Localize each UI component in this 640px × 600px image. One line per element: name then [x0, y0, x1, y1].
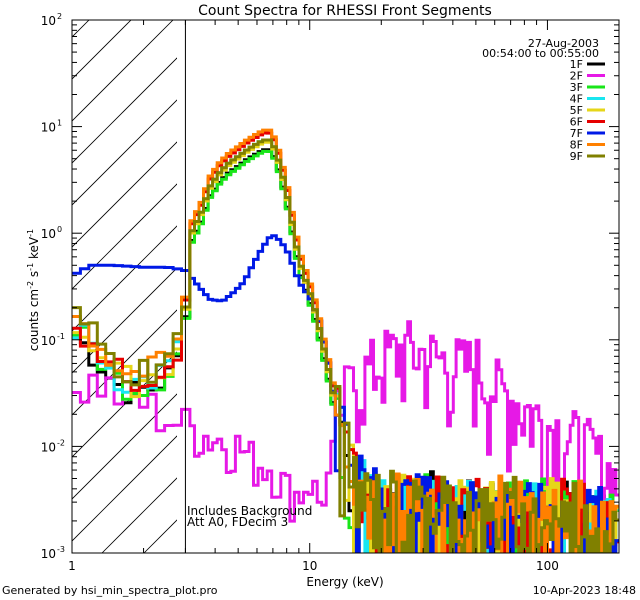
legend-label-1F: 1F	[570, 58, 583, 71]
timestamp-footer: 10-Apr-2023 18:48	[532, 584, 636, 597]
plot-frame	[71, 19, 620, 554]
generated-by-footer: Generated by hsi_min_spectra_plot.pro	[2, 584, 218, 597]
hatch-line	[72, 57, 177, 164]
y-tick-label: 10	[41, 227, 56, 241]
x-tick-label: 100	[536, 559, 559, 573]
y-tick-label: 10	[41, 121, 56, 135]
x-tick-label: 10	[302, 559, 317, 573]
y-tick-exponent: -2	[57, 438, 65, 447]
x-axis-label: Energy (keV)	[306, 575, 383, 589]
hatched-region	[72, 20, 177, 553]
legend-label-4F: 4F	[570, 93, 583, 106]
time-range-label: 00:54:00 to 00:55:00	[482, 47, 599, 60]
y-tick-exponent: 0	[57, 225, 62, 234]
y-axis-label: counts cm-2 s-1 keV-1	[26, 229, 41, 351]
legend-label-9F: 9F	[570, 150, 583, 163]
y-tick-exponent: 2	[57, 12, 62, 21]
y-tick-label: 10	[41, 14, 56, 28]
hatch-line	[72, 435, 177, 542]
series-line-2F	[72, 320, 619, 553]
hatch-line	[72, 20, 90, 38]
y-tick-label: 10	[41, 440, 56, 454]
hatch-line	[72, 267, 177, 374]
x-tick-label: 1	[68, 559, 76, 573]
legend-label-6F: 6F	[570, 116, 583, 129]
hatch-line	[72, 183, 177, 290]
y-tick-exponent: -1	[57, 332, 65, 341]
legend-label-3F: 3F	[570, 81, 583, 94]
hatch-line	[72, 225, 177, 332]
date-label: 27-Aug-2003	[528, 37, 599, 50]
hatch-line	[72, 393, 177, 500]
legend-label-5F: 5F	[570, 104, 583, 117]
y-tick-label: 10	[41, 547, 56, 561]
series-line-9F	[72, 138, 619, 553]
annotation-attenuator: Att A0, FDecim 3	[187, 515, 288, 529]
legend-label-2F: 2F	[570, 70, 583, 83]
hatch-line	[72, 20, 174, 122]
legend-label-7F: 7F	[570, 127, 583, 140]
hatch-line	[72, 20, 132, 80]
y-tick-exponent: -3	[57, 545, 65, 554]
annotation-background: Includes Background	[187, 504, 312, 518]
chart-title: Count Spectra for RHESSI Front Segments	[198, 3, 492, 19]
y-tick-exponent: 1	[57, 119, 62, 128]
legend-label-8F: 8F	[570, 139, 583, 152]
hatch-line	[72, 141, 177, 248]
hatch-line	[72, 99, 177, 206]
y-tick-label: 10	[41, 334, 56, 348]
